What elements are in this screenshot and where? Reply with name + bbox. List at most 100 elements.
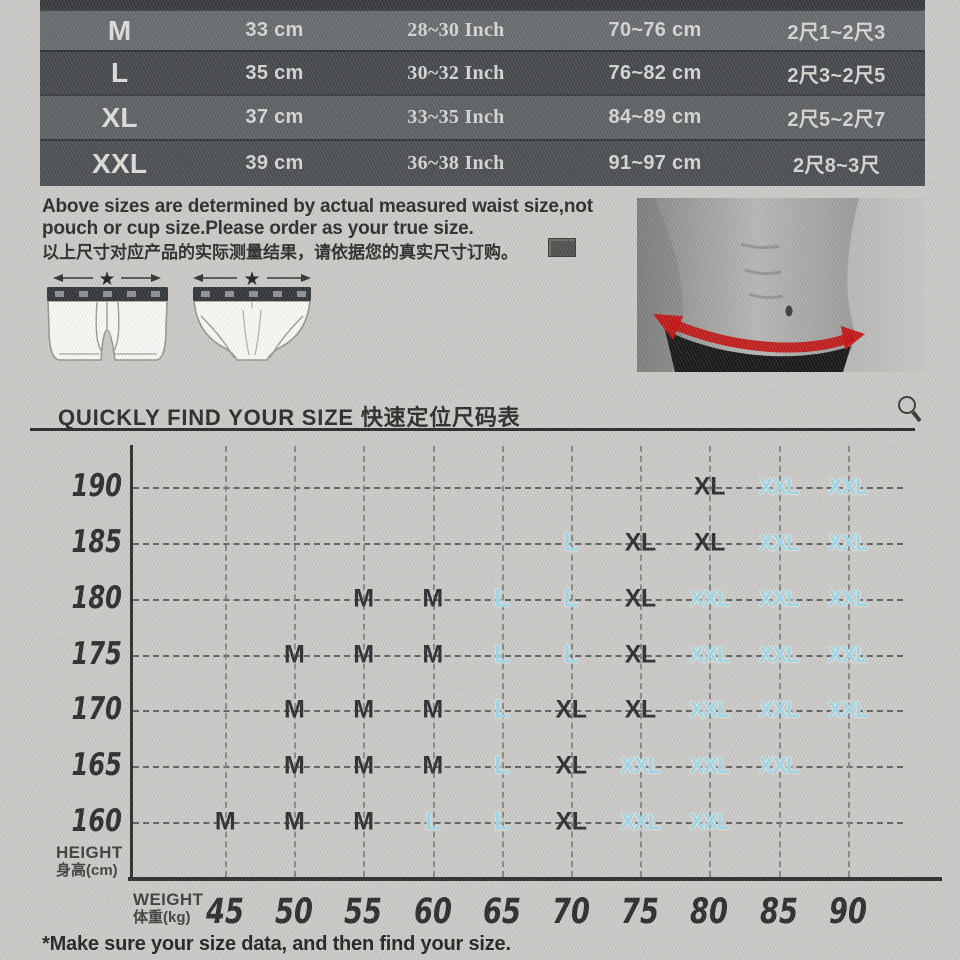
watermark-badge bbox=[548, 238, 576, 257]
size-point: XXL bbox=[827, 641, 869, 667]
size-point: XL bbox=[693, 528, 725, 557]
size-label: M bbox=[107, 14, 132, 46]
footnote: *Make sure your size data, and then find… bbox=[42, 933, 511, 955]
grid-line-v bbox=[225, 446, 227, 877]
size-point: L bbox=[494, 807, 510, 836]
size-label: XXL bbox=[91, 147, 148, 179]
y-tick-label: 165 bbox=[71, 747, 122, 784]
size-point: M bbox=[353, 640, 374, 669]
notice-line-zh: 以上尺寸对应产品的实际测量结果，请依据您的真实尺寸订购。 bbox=[42, 243, 518, 262]
table-row: M 33 cm 28~30 Inch 70~76 cm 2尺1~2尺3 bbox=[40, 9, 925, 50]
finder-underline bbox=[30, 428, 915, 431]
size-point: XL bbox=[624, 640, 656, 669]
measure-arrow-icon bbox=[53, 274, 161, 282]
torso-silhouette bbox=[655, 198, 859, 372]
size-point: L bbox=[494, 695, 510, 724]
grid-line-v bbox=[847, 446, 850, 877]
x-tick-label: 75 bbox=[621, 892, 660, 932]
size-point: L bbox=[494, 584, 510, 613]
measure-arrow-icon bbox=[193, 274, 311, 282]
grid-line-v bbox=[709, 446, 712, 877]
y-axis-title-en: HEIGHT bbox=[56, 843, 123, 862]
size-point: M bbox=[422, 640, 443, 669]
brief-icon bbox=[193, 287, 311, 361]
size-point: XXL bbox=[758, 753, 800, 779]
grid-line-v bbox=[778, 446, 781, 877]
finder-title: QUICKLY FIND YOUR SIZE 快速定位尺码表 bbox=[58, 405, 521, 430]
grid-line-h bbox=[133, 710, 903, 713]
size-point: M bbox=[353, 695, 374, 724]
size-point: XXL bbox=[689, 809, 730, 835]
size-point: M bbox=[284, 640, 305, 669]
size-point: L bbox=[425, 807, 440, 836]
size-point: M bbox=[353, 807, 374, 836]
x-tick-label: 90 bbox=[828, 892, 867, 932]
x-tick-label: 60 bbox=[413, 892, 452, 932]
y-tick-label: 190 bbox=[71, 468, 122, 504]
size-table: M 33 cm 28~30 Inch 70~76 cm 2尺1~2尺3 L 35 cm 30~… bbox=[40, 0, 925, 186]
grid-line-h bbox=[133, 822, 903, 825]
size-value: 37 cm bbox=[245, 106, 304, 128]
x-tick-label: 70 bbox=[551, 892, 591, 932]
size-point: XXL bbox=[620, 753, 661, 779]
waist-photo bbox=[637, 198, 925, 372]
size-point: L bbox=[563, 584, 579, 613]
grid-line-v bbox=[571, 446, 573, 877]
table-top-strip bbox=[40, 0, 925, 9]
size-value: 35 cm bbox=[245, 61, 304, 84]
size-point: XXL bbox=[758, 585, 800, 611]
search-icon[interactable] bbox=[895, 394, 925, 426]
size-point: XXL bbox=[758, 474, 800, 499]
size-point: XXL bbox=[689, 585, 730, 611]
waist-measure-arrow-icon bbox=[653, 314, 865, 353]
size-value: 33~35 Inch bbox=[407, 106, 505, 128]
size-point: XXL bbox=[689, 697, 730, 723]
size-point: XL bbox=[555, 695, 587, 724]
size-point: XXL bbox=[827, 585, 869, 611]
x-axis-title-en: WEIGHT bbox=[133, 890, 204, 909]
size-point: XXL bbox=[689, 641, 730, 667]
y-axis-title-zh: 身高(cm) bbox=[56, 862, 118, 879]
size-value: 91~97 cm bbox=[608, 152, 702, 174]
notice-block: Above sizes are determined by actual mea… bbox=[42, 196, 602, 265]
x-axis-line bbox=[128, 877, 942, 881]
size-value: 2尺8~3尺 bbox=[793, 155, 880, 177]
size-point: XXL bbox=[827, 697, 869, 723]
size-table-rows: M 33 cm 28~30 Inch 70~76 cm 2尺1~2尺3 L 35 cm 30~… bbox=[40, 9, 925, 186]
size-point: XL bbox=[555, 751, 587, 780]
size-point: XXL bbox=[827, 529, 869, 555]
y-tick-label: 185 bbox=[71, 523, 122, 560]
grid-line-h bbox=[133, 654, 903, 657]
size-value: 2尺1~2尺3 bbox=[787, 22, 886, 44]
size-point: XXL bbox=[758, 697, 800, 723]
grid-line-h bbox=[133, 598, 903, 601]
size-point: L bbox=[494, 751, 510, 780]
y-tick-label: 170 bbox=[71, 691, 122, 728]
grid-line-v bbox=[640, 446, 643, 877]
table-row: XXL 39 cm 36~38 Inch 91~97 cm 2尺8~3尺 bbox=[40, 139, 925, 186]
size-label: XL bbox=[101, 101, 138, 133]
x-tick-label: 85 bbox=[759, 892, 798, 932]
size-point: M bbox=[422, 695, 443, 724]
grid-line-v bbox=[501, 446, 504, 877]
size-value: 39 cm bbox=[245, 152, 304, 174]
star-icon: ★ bbox=[98, 269, 115, 290]
size-point: XL bbox=[555, 807, 587, 836]
grid-line-h bbox=[133, 766, 903, 769]
y-axis-line bbox=[130, 445, 133, 880]
grid-line-v bbox=[363, 446, 366, 877]
size-point: L bbox=[494, 640, 510, 669]
x-tick-label: 50 bbox=[275, 892, 314, 932]
x-axis-title-zh: 体重(kg) bbox=[133, 909, 191, 926]
size-value: 2尺5~2尺7 bbox=[787, 109, 886, 131]
size-value: 84~89 cm bbox=[608, 106, 702, 128]
size-value: 2尺3~2尺5 bbox=[787, 64, 886, 87]
size-point: XXL bbox=[758, 529, 800, 555]
y-tick-label: 160 bbox=[71, 803, 122, 840]
size-grid: HEIGHT 身高(cm) WEIGHT 体重(kg) 190 185 180 175… bbox=[0, 440, 960, 960]
y-tick-label: 175 bbox=[71, 635, 122, 672]
underwear-waistband bbox=[665, 330, 851, 372]
grid-line-h bbox=[133, 487, 903, 489]
grid-line-h bbox=[133, 542, 903, 545]
size-point: M bbox=[284, 751, 305, 780]
